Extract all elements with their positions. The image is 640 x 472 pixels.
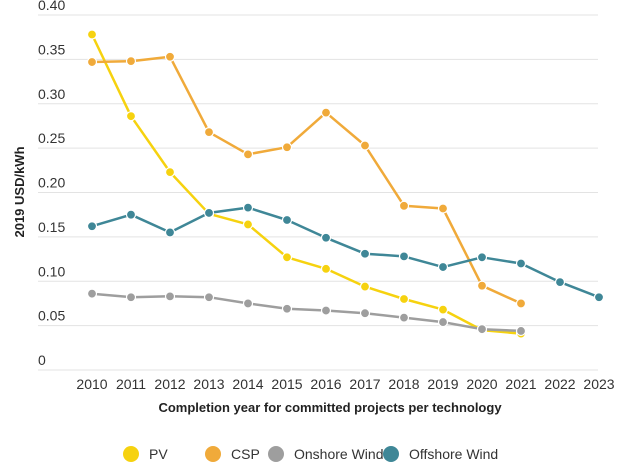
legend-swatch: [268, 446, 284, 462]
gridlines: [38, 14, 598, 371]
x-axis-tick-labels: 2010 2011 2012 2013 2014 2015 2016 2017 2018 2019…: [76, 376, 614, 392]
offshore-wind-point: [242, 202, 254, 213]
x-tick-label: 2014: [232, 376, 263, 392]
y-tick-label: 0: [38, 352, 46, 368]
x-tick-label: 2018: [388, 376, 419, 392]
legend-swatch: [205, 446, 221, 462]
offshore-wind-point: [320, 232, 332, 243]
legend-swatch: [383, 446, 399, 462]
series-pv: [86, 29, 527, 339]
pv-point: [86, 29, 98, 40]
csp-point: [320, 107, 332, 118]
csp-point: [281, 142, 293, 153]
series-csp: [86, 51, 527, 309]
onshore-wind-point: [515, 325, 527, 337]
pv-line: [90, 33, 523, 335]
y-tick-label: 0.10: [38, 263, 65, 279]
onshore-wind-point: [203, 292, 215, 303]
pv-point: [242, 219, 254, 230]
legend-swatch: [123, 446, 139, 462]
legend-item-pv: PV: [123, 446, 168, 462]
x-tick-label: 2023: [583, 376, 614, 392]
onshore-wind-point: [398, 312, 410, 323]
csp-point: [437, 203, 449, 214]
x-tick-label: 2021: [505, 376, 536, 392]
csp-line: [90, 55, 523, 305]
x-tick-label: 2016: [310, 376, 341, 392]
legend: PV CSP Onshore Wind Offshore Wind: [123, 446, 498, 462]
onshore-wind-line: [90, 292, 523, 333]
offshore-wind-point: [281, 214, 293, 226]
series-group: [86, 29, 605, 339]
offshore-wind-point: [125, 209, 137, 220]
onshore-wind-point: [242, 298, 254, 309]
csp-point: [359, 140, 371, 151]
y-axis-title: 2019 USD/kWh: [12, 146, 27, 237]
y-tick-label: 0.15: [38, 219, 65, 235]
x-tick-label: 2012: [154, 376, 185, 392]
x-tick-label: 2015: [271, 376, 302, 392]
x-tick-label: 2013: [193, 376, 224, 392]
series-onshore-wind: [86, 288, 527, 337]
csp-point: [86, 56, 98, 68]
x-tick-label: 2022: [544, 376, 575, 392]
x-tick-label: 2010: [76, 376, 107, 392]
offshore-wind-point: [437, 261, 449, 273]
csp-point: [125, 56, 137, 67]
offshore-wind-point: [203, 207, 215, 219]
pv-point: [437, 304, 449, 315]
x-tick-label: 2017: [349, 376, 380, 392]
legend-label: Offshore Wind: [409, 446, 498, 462]
csp-point: [398, 200, 410, 211]
onshore-wind-point: [125, 292, 137, 303]
csp-point: [203, 127, 215, 138]
offshore-wind-point: [554, 277, 566, 288]
onshore-wind-point: [437, 316, 449, 328]
pv-point: [320, 263, 332, 274]
onshore-wind-point: [86, 288, 98, 299]
offshore-wind-point: [515, 258, 527, 269]
y-tick-label: 0.20: [38, 175, 65, 191]
y-axis-tick-labels: 0 0.05 0.10 0.15 0.20 0.25 0.30 0.35 0.40: [38, 0, 65, 368]
legend-label: PV: [149, 446, 168, 462]
offshore-wind-point: [164, 227, 176, 238]
offshore-wind-point: [593, 292, 605, 303]
legend-label: CSP: [231, 446, 260, 462]
y-tick-label: 0.35: [38, 41, 65, 57]
pv-point: [125, 111, 137, 122]
csp-point: [242, 149, 254, 160]
x-tick-label: 2019: [427, 376, 458, 392]
pv-point: [398, 293, 410, 305]
pv-point: [359, 281, 371, 292]
csp-point: [515, 298, 527, 309]
pv-point: [281, 252, 293, 263]
x-tick-label: 2011: [116, 376, 146, 392]
onshore-wind-point: [164, 291, 176, 302]
offshore-wind-point: [86, 221, 98, 232]
pv-point: [164, 166, 176, 178]
csp-point: [476, 280, 488, 291]
onshore-wind-point: [359, 308, 371, 319]
legend-label: Onshore Wind: [294, 446, 383, 462]
legend-item-csp: CSP: [205, 446, 260, 462]
x-axis-title: Completion year for committed projects p…: [158, 400, 502, 415]
x-tick-label: 2020: [466, 376, 497, 392]
onshore-wind-point: [476, 324, 488, 335]
y-tick-label: 0.40: [38, 0, 65, 13]
offshore-wind-line: [90, 206, 601, 299]
onshore-wind-point: [320, 305, 332, 316]
series-offshore-wind: [86, 202, 605, 303]
y-tick-label: 0.05: [38, 308, 65, 324]
csp-point: [164, 51, 176, 62]
legend-item-offshore-wind: Offshore Wind: [383, 446, 498, 462]
offshore-wind-point: [398, 251, 410, 262]
onshore-wind-point: [281, 303, 293, 314]
offshore-wind-point: [359, 248, 371, 259]
y-tick-label: 0.30: [38, 86, 65, 102]
y-tick-label: 0.25: [38, 130, 65, 146]
offshore-wind-point: [476, 252, 488, 263]
legend-item-onshore-wind: Onshore Wind: [268, 446, 383, 462]
